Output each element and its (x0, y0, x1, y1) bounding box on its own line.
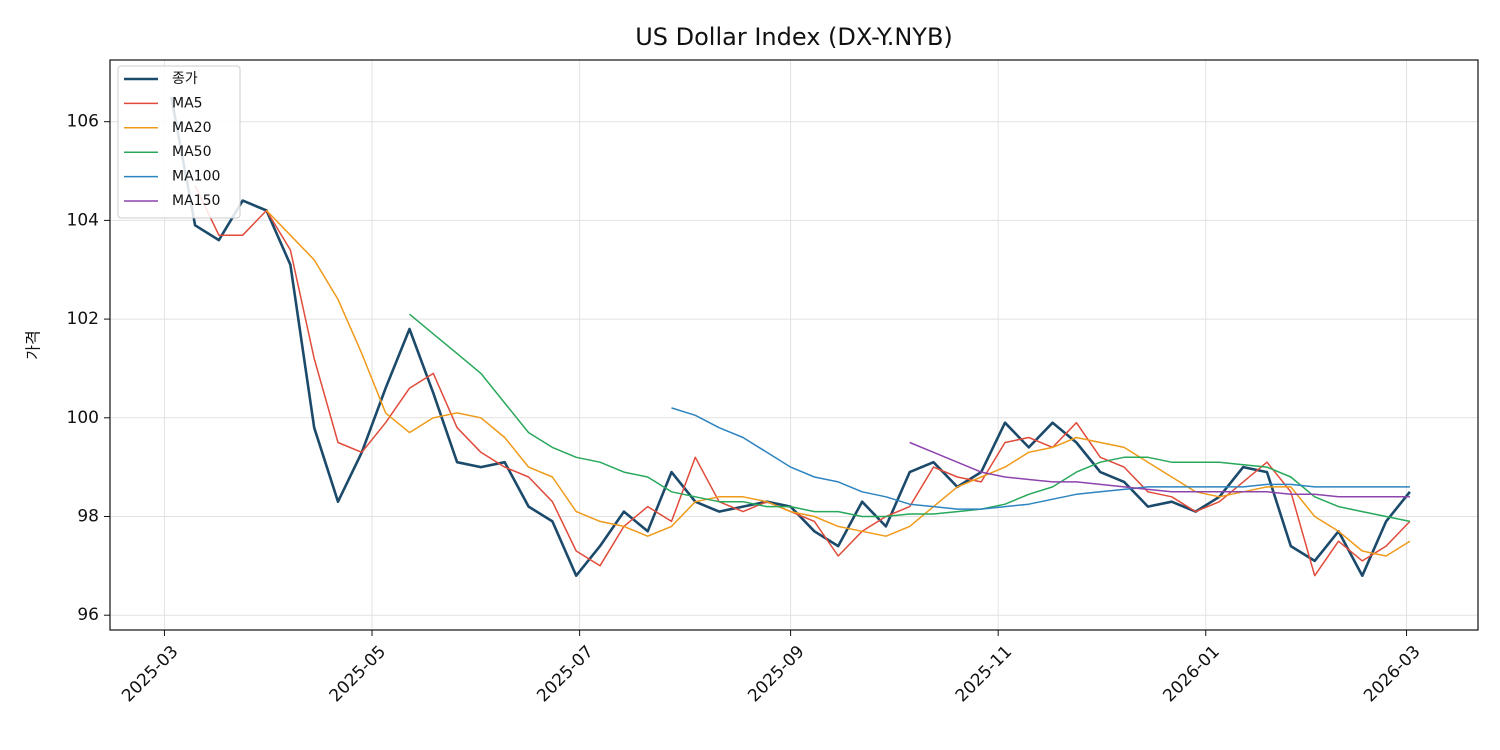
y-tick-label: 106 (67, 112, 99, 132)
legend-label: MA50 (172, 144, 211, 160)
series-line (909, 441, 1410, 498)
x-tick-label: 2026-01 (1159, 642, 1223, 706)
y-axis-label: 가격 (24, 330, 43, 359)
legend-label: MA20 (172, 120, 211, 136)
series-line (671, 407, 1410, 510)
x-tick-label: 2025-07 (533, 642, 597, 706)
y-tick-label: 98 (77, 506, 99, 526)
x-tick-label: 2025-11 (952, 642, 1016, 706)
legend-label: MA150 (172, 193, 220, 209)
legend-label: MA100 (172, 169, 220, 185)
chart-title: US Dollar Index (DX-Y.NYB) (635, 23, 953, 51)
x-tick-label: 2025-09 (744, 642, 808, 706)
y-tick-label: 96 (77, 605, 99, 625)
series-line (409, 313, 1411, 523)
legend-label: MA5 (172, 95, 203, 111)
y-tick-label: 100 (67, 408, 99, 428)
legend-label: 종가 (172, 71, 198, 87)
y-tick-label: 104 (67, 210, 99, 230)
x-tick-label: 2026-03 (1360, 642, 1424, 706)
plot-frame (109, 59, 1479, 631)
x-tick-label: 2025-03 (118, 642, 182, 706)
series-line (265, 209, 1411, 557)
series-line (194, 185, 1411, 577)
y-tick-label: 102 (67, 309, 99, 329)
x-tick-label: 2025-05 (326, 642, 390, 706)
